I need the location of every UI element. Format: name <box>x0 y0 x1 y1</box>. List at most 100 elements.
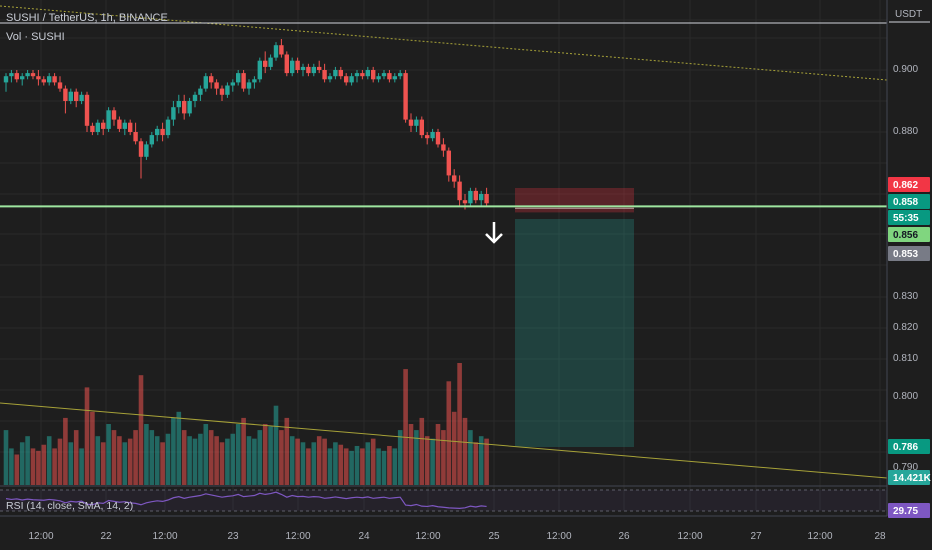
volume-bar <box>284 417 290 485</box>
volume-bar <box>230 433 236 485</box>
volume-bar <box>441 430 446 485</box>
candle-body <box>149 135 154 145</box>
candle-body <box>360 73 365 77</box>
candle-body <box>117 119 122 129</box>
volume-bar <box>311 442 317 485</box>
volume-bar <box>387 445 392 485</box>
candle-body <box>198 88 203 95</box>
price-badge-label: 0.858 <box>893 197 918 208</box>
volume-bar <box>462 417 468 485</box>
candle-body <box>84 94 90 126</box>
volume-bar <box>57 438 63 485</box>
volume-bar <box>160 442 165 485</box>
price-badge <box>888 503 930 518</box>
volume-bar <box>171 417 176 485</box>
volume-bar <box>68 442 74 485</box>
price-badge <box>888 210 930 225</box>
volume-legend: Vol · SUSHI <box>6 31 65 43</box>
x-tick-label: 12:00 <box>415 531 440 542</box>
volume-bar <box>457 363 462 485</box>
candle-body <box>79 94 84 101</box>
candle-body <box>311 66 316 74</box>
candle-body <box>36 76 41 80</box>
candle-body <box>263 60 268 67</box>
arrow-down-icon <box>485 222 503 244</box>
candle-body <box>284 54 289 74</box>
volume-bar <box>408 424 414 485</box>
candle-body <box>30 73 36 77</box>
volume-bar <box>100 442 106 485</box>
volume-bar <box>451 411 457 485</box>
x-tick-label: 28 <box>874 531 886 542</box>
volume-bar <box>41 444 47 485</box>
candle-body <box>257 60 262 80</box>
candle-body <box>122 122 127 129</box>
candles <box>3 39 489 210</box>
volume-bar <box>349 450 354 485</box>
x-tick-label: 27 <box>750 531 762 542</box>
volume-bar <box>430 438 435 485</box>
x-tick-label: 12:00 <box>285 531 310 542</box>
candle-body <box>371 70 376 80</box>
volume-bar <box>257 430 263 485</box>
volume-bar <box>122 442 128 485</box>
trendline-lower <box>0 402 888 479</box>
candle-body <box>25 73 30 77</box>
candle-body <box>209 76 214 83</box>
candle-body <box>430 132 435 139</box>
y-tick-label: 0.820 <box>893 322 918 333</box>
candle-body <box>381 73 387 77</box>
volume-bar <box>203 424 209 485</box>
candle-body <box>273 45 279 58</box>
volume-bar <box>25 436 30 485</box>
candle-body <box>101 122 106 129</box>
candle-body <box>192 94 198 101</box>
volume-bar <box>3 430 9 485</box>
candle-body <box>462 200 468 204</box>
candle-body <box>344 76 349 83</box>
candle-body <box>408 119 414 126</box>
volume-bar <box>392 448 398 485</box>
volume-bar <box>424 436 430 485</box>
candle-body <box>214 82 219 89</box>
price-badge <box>888 439 930 454</box>
candle-body <box>279 45 284 55</box>
candle-body <box>484 194 489 204</box>
volume-bar <box>138 375 144 485</box>
volume-bar <box>435 424 441 485</box>
volume-bar <box>187 436 192 485</box>
candle-body <box>252 79 257 83</box>
candle-body <box>57 82 63 89</box>
price-lines <box>0 205 887 209</box>
price-badge <box>888 227 930 242</box>
candle-body <box>425 135 430 139</box>
volume-bar <box>322 438 327 485</box>
volume-bar <box>192 438 198 485</box>
volume-bar <box>9 448 14 485</box>
candle-body <box>203 76 208 89</box>
candle-body <box>327 76 333 80</box>
x-tick-label: 23 <box>227 531 239 542</box>
candle-body <box>268 57 273 67</box>
candle-body <box>473 190 478 201</box>
volume-bar <box>343 448 349 485</box>
price-badges: 0.862 0.858 55:35 0.856 0.853 0.786 14.421K 29.… <box>888 177 932 518</box>
trendlines <box>0 5 888 479</box>
candle-body <box>176 101 181 108</box>
volume-bar <box>19 442 25 485</box>
candle-body <box>74 91 79 101</box>
candle-body <box>452 175 457 182</box>
candle-body <box>225 85 230 95</box>
volume-bar <box>241 417 246 485</box>
candle-body <box>52 76 57 83</box>
x-tick-label: 12:00 <box>28 531 53 542</box>
candle-body <box>392 76 397 80</box>
price-badge-label: 14.421K <box>893 473 932 484</box>
candle-body <box>182 101 187 114</box>
price-badge <box>888 470 930 485</box>
y-tick-label: 0.880 <box>893 126 918 137</box>
volume-bar <box>198 433 203 485</box>
candle-body <box>144 144 149 157</box>
candle-body <box>376 76 381 80</box>
